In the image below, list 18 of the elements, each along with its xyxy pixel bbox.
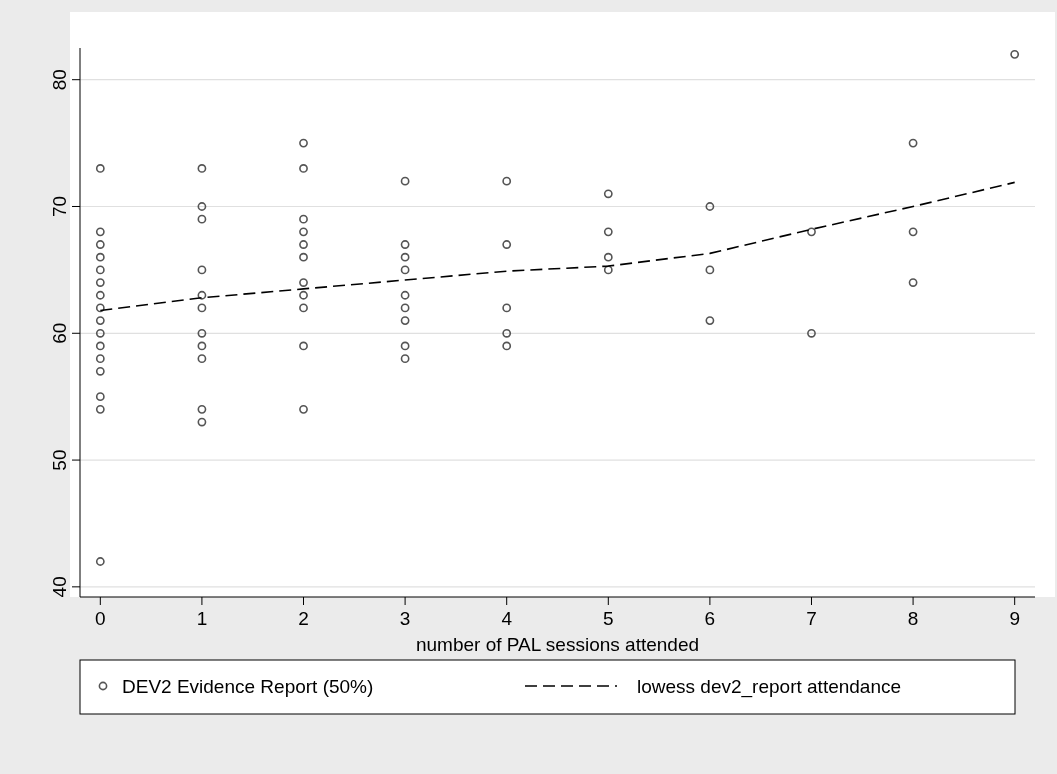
y-tick-label: 80 <box>49 69 70 91</box>
x-tick-label: 0 <box>95 608 106 629</box>
legend-label: DEV2 Evidence Report (50%) <box>122 676 374 697</box>
x-tick-label: 2 <box>298 608 309 629</box>
legend-label: lowess dev2_report attendance <box>637 676 902 698</box>
x-tick-label: 8 <box>907 608 919 629</box>
x-tick-label: 5 <box>603 608 614 629</box>
y-tick-label: 40 <box>49 576 70 598</box>
x-tick-label: 4 <box>501 608 513 629</box>
x-tick-label: 7 <box>806 608 817 629</box>
x-axis-title: number of PAL sessions attended <box>415 634 700 655</box>
y-tick-label: 60 <box>49 322 70 344</box>
y-tick-label: 70 <box>49 195 70 218</box>
x-tick-label: 3 <box>399 608 411 629</box>
x-tick-label: 6 <box>704 608 716 629</box>
x-tick-label: 9 <box>1009 608 1020 629</box>
x-tick-label: 1 <box>196 608 208 629</box>
y-tick-label: 50 <box>49 449 70 471</box>
